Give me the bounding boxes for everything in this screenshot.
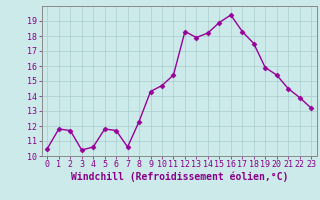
- X-axis label: Windchill (Refroidissement éolien,°C): Windchill (Refroidissement éolien,°C): [70, 172, 288, 182]
